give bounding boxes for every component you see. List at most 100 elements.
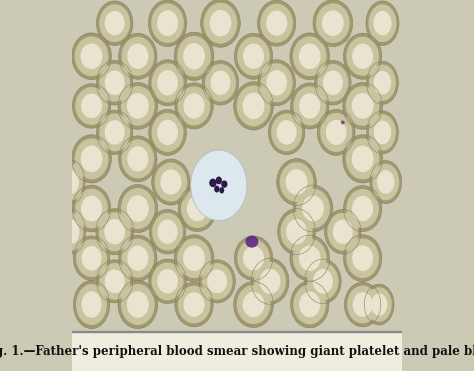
Ellipse shape [202, 263, 233, 300]
Ellipse shape [105, 120, 125, 145]
Ellipse shape [64, 220, 79, 244]
Ellipse shape [199, 260, 236, 303]
Ellipse shape [344, 33, 382, 79]
Ellipse shape [216, 177, 222, 184]
Ellipse shape [104, 219, 125, 244]
Ellipse shape [174, 32, 214, 81]
Ellipse shape [377, 170, 394, 194]
Ellipse shape [290, 33, 329, 80]
Text: Fig. 1.—Father's peripheral blood smear showing giant platelet and pale blue: Fig. 1.—Father's peripheral blood smear … [0, 345, 474, 358]
Ellipse shape [333, 220, 353, 244]
Ellipse shape [308, 262, 338, 300]
Ellipse shape [75, 87, 108, 125]
Ellipse shape [61, 164, 83, 200]
Ellipse shape [343, 82, 383, 129]
Ellipse shape [149, 259, 186, 303]
Ellipse shape [313, 269, 333, 293]
Ellipse shape [149, 60, 186, 106]
Ellipse shape [251, 258, 289, 304]
Ellipse shape [75, 36, 109, 76]
Ellipse shape [368, 4, 397, 42]
Ellipse shape [374, 11, 392, 35]
Ellipse shape [299, 246, 320, 271]
Ellipse shape [121, 284, 155, 325]
Ellipse shape [97, 260, 133, 303]
Ellipse shape [366, 111, 398, 154]
Ellipse shape [127, 195, 149, 222]
Ellipse shape [328, 213, 358, 251]
Ellipse shape [210, 10, 231, 36]
Ellipse shape [118, 82, 158, 129]
Ellipse shape [175, 83, 213, 129]
Ellipse shape [344, 235, 382, 282]
Ellipse shape [121, 139, 154, 178]
Ellipse shape [299, 93, 320, 119]
Ellipse shape [374, 121, 391, 144]
Ellipse shape [286, 219, 307, 244]
Ellipse shape [160, 170, 182, 195]
Ellipse shape [72, 135, 111, 183]
Ellipse shape [183, 292, 205, 317]
Ellipse shape [234, 282, 273, 328]
Ellipse shape [341, 121, 345, 124]
Ellipse shape [246, 236, 258, 247]
Ellipse shape [290, 235, 329, 281]
Ellipse shape [99, 263, 130, 300]
Ellipse shape [353, 292, 373, 317]
Ellipse shape [291, 281, 329, 328]
Ellipse shape [155, 162, 187, 201]
Ellipse shape [72, 33, 111, 80]
Ellipse shape [243, 44, 264, 69]
Ellipse shape [75, 138, 109, 179]
Ellipse shape [207, 269, 227, 293]
Ellipse shape [178, 286, 210, 324]
Ellipse shape [121, 37, 154, 76]
Ellipse shape [344, 186, 382, 232]
Ellipse shape [105, 11, 125, 35]
Ellipse shape [346, 189, 379, 228]
Ellipse shape [73, 185, 111, 232]
Ellipse shape [97, 1, 133, 45]
Ellipse shape [347, 286, 378, 324]
Ellipse shape [151, 3, 184, 43]
Ellipse shape [82, 291, 101, 318]
Ellipse shape [121, 239, 154, 278]
Ellipse shape [243, 292, 264, 317]
Ellipse shape [369, 65, 396, 101]
Ellipse shape [148, 0, 187, 46]
Ellipse shape [202, 60, 238, 105]
Ellipse shape [299, 292, 320, 317]
Ellipse shape [266, 70, 287, 95]
Ellipse shape [293, 239, 327, 278]
Ellipse shape [326, 120, 346, 145]
Ellipse shape [191, 150, 247, 221]
Ellipse shape [346, 86, 380, 126]
Ellipse shape [261, 63, 292, 102]
Ellipse shape [366, 1, 399, 45]
Ellipse shape [201, 0, 240, 47]
Ellipse shape [352, 44, 373, 69]
Ellipse shape [205, 64, 236, 102]
Ellipse shape [73, 83, 111, 128]
Ellipse shape [325, 210, 361, 254]
Ellipse shape [181, 189, 214, 228]
Ellipse shape [315, 60, 351, 105]
Ellipse shape [369, 114, 396, 151]
Ellipse shape [121, 188, 155, 229]
Ellipse shape [293, 285, 326, 324]
Ellipse shape [174, 235, 214, 282]
Ellipse shape [183, 245, 205, 271]
Ellipse shape [178, 186, 217, 232]
Ellipse shape [243, 246, 264, 270]
Ellipse shape [237, 37, 270, 76]
Ellipse shape [313, 0, 353, 46]
Ellipse shape [209, 178, 217, 187]
Ellipse shape [64, 170, 79, 194]
Ellipse shape [237, 285, 270, 324]
Ellipse shape [352, 145, 374, 172]
Ellipse shape [121, 86, 155, 126]
Ellipse shape [128, 146, 148, 171]
Ellipse shape [317, 109, 355, 155]
Ellipse shape [371, 293, 387, 316]
Ellipse shape [318, 64, 348, 102]
